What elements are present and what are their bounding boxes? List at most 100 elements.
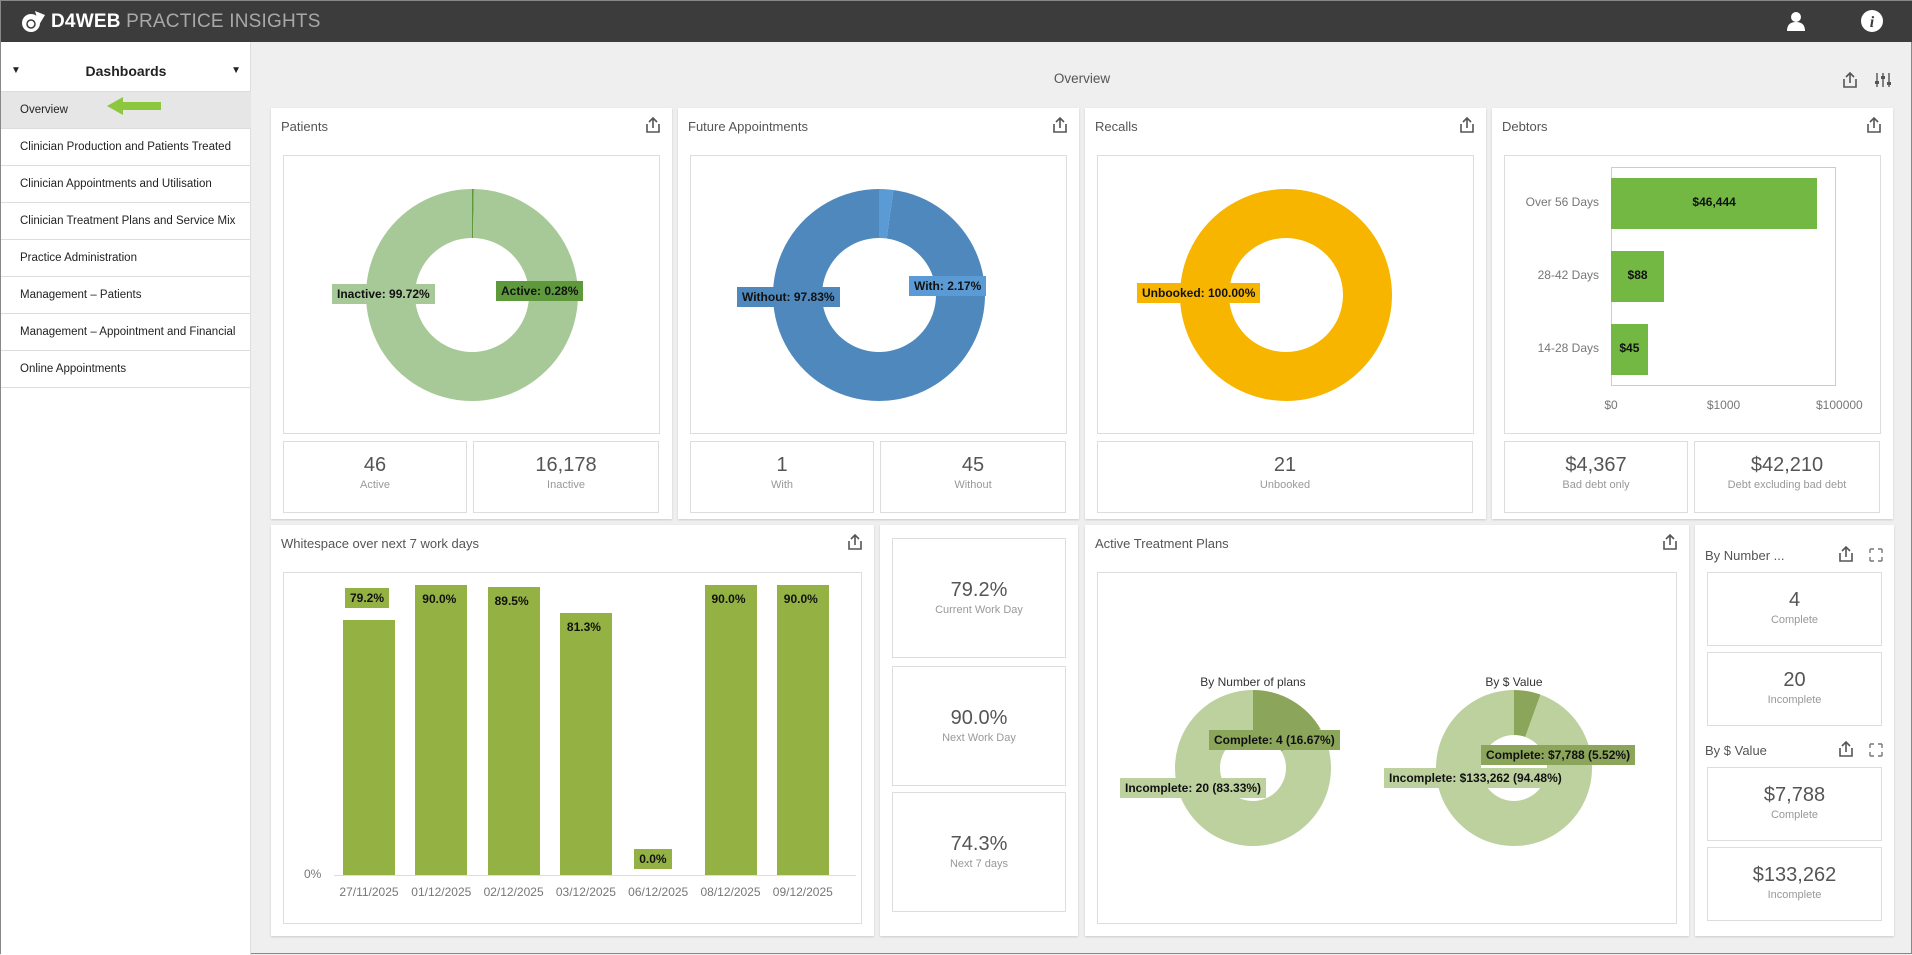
share-icon[interactable] bbox=[1865, 116, 1883, 134]
chart-area: Unbooked: 100.00% bbox=[1097, 155, 1474, 434]
stat-tile: $133,262 Incomplete bbox=[1707, 847, 1882, 921]
x-tick-label: $0 bbox=[1604, 398, 1618, 412]
bar[interactable] bbox=[1611, 178, 1818, 229]
stat-tile: 45 Without bbox=[880, 441, 1066, 513]
donut-slice[interactable] bbox=[472, 189, 474, 239]
sidebar-item[interactable]: Practice Administration bbox=[1, 240, 251, 277]
data-label: Incomplete: 20 (83.33%) bbox=[1120, 778, 1267, 798]
stat-tile: 4 Complete bbox=[1707, 572, 1882, 646]
stat-label: Next 7 days bbox=[949, 858, 1009, 870]
donut-chart bbox=[773, 189, 985, 401]
data-label: Unbooked: 100.00% bbox=[1137, 283, 1261, 303]
x-tick-label: 08/12/2025 bbox=[700, 885, 761, 899]
data-label: 0.0% bbox=[634, 849, 672, 869]
donut-slice[interactable] bbox=[1436, 690, 1592, 846]
donut-chart bbox=[365, 189, 578, 401]
sidebar-item[interactable]: Clinician Treatment Plans and Service Mi… bbox=[1, 203, 251, 240]
stat-label: Incomplete bbox=[1767, 889, 1822, 901]
bar[interactable] bbox=[415, 585, 468, 875]
caret-down-icon[interactable]: ▼ bbox=[11, 65, 21, 76]
dashboards-header[interactable]: ▼ Dashboards ▼ bbox=[1, 50, 251, 92]
chart-title: By $ Value bbox=[1485, 675, 1543, 689]
x-tick-label: $100000 bbox=[1816, 398, 1863, 412]
stat-value: 90.0% bbox=[950, 707, 1008, 729]
chart-area: $46,444 Over 56 Days $88 28-42 Days $45 14-28… bbox=[1504, 155, 1881, 434]
app-header: D4WEB PRACTICE INSIGHTS i bbox=[1, 1, 1912, 42]
stat-tile: $42,210 Debt excluding bad debt bbox=[1694, 441, 1880, 513]
info-icon[interactable]: i bbox=[1860, 9, 1884, 33]
svg-text:i: i bbox=[1870, 14, 1875, 31]
x-tick-label: 06/12/2025 bbox=[628, 885, 689, 899]
donut-slice[interactable] bbox=[365, 189, 578, 401]
future-appointments-card: Future Appointments Without: 97.83% With: … bbox=[678, 108, 1079, 519]
chevron-down-icon[interactable]: ▼ bbox=[231, 65, 241, 76]
data-label: With: 2.17% bbox=[909, 276, 987, 296]
sidebar-item[interactable]: Management – Appointment and Financial bbox=[1, 314, 251, 351]
data-label: Incomplete: $133,262 (94.48%) bbox=[1384, 768, 1567, 788]
filter-sliders-icon[interactable] bbox=[1873, 71, 1893, 89]
category-label: 14-28 Days bbox=[1537, 341, 1599, 355]
stat-tile: $7,788 Complete bbox=[1707, 767, 1882, 841]
stat-label: Debt excluding bad debt bbox=[1727, 479, 1847, 491]
donut-slice[interactable] bbox=[1175, 690, 1331, 846]
share-icon[interactable] bbox=[1051, 116, 1069, 134]
sidebar-item[interactable]: Overview bbox=[1, 92, 251, 129]
card-title: Future Appointments bbox=[688, 119, 808, 134]
card-title: Recalls bbox=[1095, 119, 1138, 134]
share-icon[interactable] bbox=[846, 533, 864, 551]
chart-area: Inactive: 99.72% Active: 0.28% bbox=[283, 155, 660, 434]
donut-slice[interactable] bbox=[773, 189, 985, 401]
stat-value: $7,788 bbox=[1763, 784, 1826, 806]
sidebar-item[interactable]: Clinician Production and Patients Treate… bbox=[1, 129, 251, 166]
bar[interactable] bbox=[343, 619, 395, 875]
category-label: 28-42 Days bbox=[1537, 268, 1599, 282]
bar[interactable] bbox=[487, 586, 540, 875]
stat-tile: 21 Unbooked bbox=[1097, 441, 1473, 513]
stat-tile: 79.2% Current Work Day bbox=[892, 538, 1066, 658]
data-label: $88 bbox=[1627, 268, 1648, 282]
bar[interactable] bbox=[776, 585, 829, 875]
data-label: 90.0% bbox=[417, 589, 462, 610]
dashboards-label: Dashboards bbox=[85, 63, 167, 79]
share-icon[interactable] bbox=[1837, 545, 1855, 563]
data-label: 81.3% bbox=[561, 617, 606, 638]
donut-group: Complete: 4 (16.67%) Incomplete: 20 (83.3… bbox=[1098, 573, 1676, 923]
share-icon[interactable] bbox=[1661, 533, 1679, 551]
share-icon[interactable] bbox=[1841, 71, 1859, 89]
stat-value: 21 bbox=[1273, 454, 1297, 476]
card-title: By $ Value bbox=[1705, 743, 1767, 758]
user-icon[interactable] bbox=[1785, 10, 1807, 32]
y-tick-label: 0% bbox=[304, 867, 322, 881]
stat-value: 79.2% bbox=[950, 579, 1008, 601]
bar[interactable] bbox=[704, 585, 757, 875]
treatment-summary-card: By Number ... 4 Complete 20 Incomplete By $ V… bbox=[1695, 525, 1894, 936]
data-label: 79.2% bbox=[345, 587, 390, 608]
sidebar-item[interactable]: Clinician Appointments and Utilisation bbox=[1, 166, 251, 203]
stat-value: $133,262 bbox=[1752, 864, 1837, 886]
bar[interactable] bbox=[1611, 251, 1665, 302]
bar[interactable] bbox=[559, 613, 612, 875]
category-label: Over 56 Days bbox=[1525, 195, 1599, 209]
data-label: Inactive: 99.72% bbox=[332, 284, 435, 304]
card-title: Patients bbox=[281, 119, 328, 134]
donut-slice[interactable] bbox=[879, 189, 894, 239]
donut-slice[interactable] bbox=[1514, 690, 1541, 737]
share-icon[interactable] bbox=[1458, 116, 1476, 134]
whitespace-card: Whitespace over next 7 work days 0% 79.2% 2… bbox=[271, 525, 874, 936]
data-label: Complete: $7,788 (5.52%) bbox=[1481, 745, 1636, 765]
share-icon[interactable] bbox=[644, 116, 662, 134]
donut-slice[interactable] bbox=[1180, 189, 1392, 401]
bar[interactable] bbox=[1611, 324, 1648, 375]
recalls-card: Recalls Unbooked: 100.00% 21 Unbooked bbox=[1085, 108, 1486, 519]
sidebar-item[interactable]: Online Appointments bbox=[1, 351, 251, 388]
stat-label: Current Work Day bbox=[935, 604, 1023, 616]
data-label: 90.0% bbox=[778, 589, 823, 610]
card-title: Debtors bbox=[1502, 119, 1548, 134]
donut-group: Complete: $7,788 (5.52%) Incomplete: $133… bbox=[1098, 573, 1676, 923]
expand-icon[interactable] bbox=[1868, 547, 1886, 565]
donut-chart bbox=[1436, 690, 1592, 846]
sidebar-item[interactable]: Management – Patients bbox=[1, 277, 251, 314]
expand-icon[interactable] bbox=[1868, 742, 1886, 760]
share-icon[interactable] bbox=[1837, 740, 1855, 758]
stat-value: 20 bbox=[1783, 669, 1806, 691]
